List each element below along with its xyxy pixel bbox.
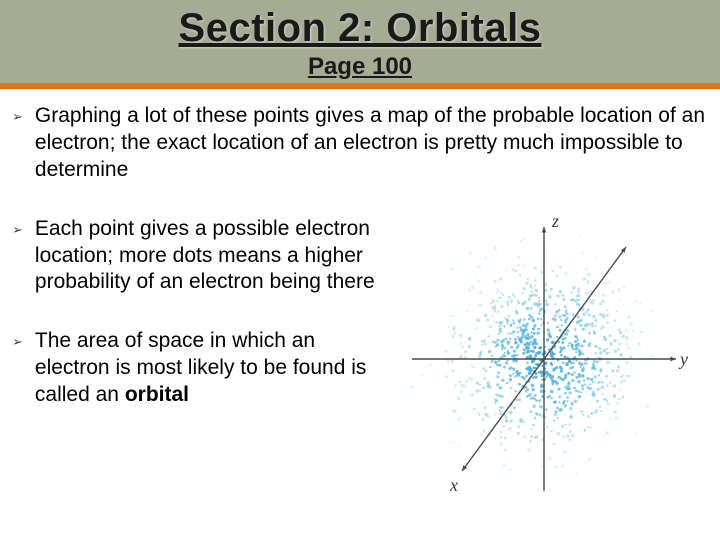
svg-text:x: x (449, 475, 458, 495)
svg-text:y: y (678, 349, 688, 369)
svg-text:z: z (551, 211, 559, 231)
bullet-item: ➢ Graphing a lot of these points gives a … (12, 103, 708, 184)
bullet-text: Graphing a lot of these points gives a m… (35, 103, 708, 184)
bullet-text: The area of space in which an electron i… (35, 328, 375, 409)
bullet-text: Each point gives a possible electron loc… (35, 216, 375, 297)
slide-subtitle: Page 100 (0, 53, 720, 81)
chevron-right-icon: ➢ (12, 334, 23, 350)
chevron-right-icon: ➢ (12, 109, 23, 125)
bullet-bold-term: orbital (125, 383, 189, 406)
slide-content: ➢ Graphing a lot of these points gives a … (0, 89, 720, 409)
orbital-probability-diagram: z y x (394, 209, 694, 509)
slide-title: Section 2: Orbitals (0, 6, 720, 51)
chevron-right-icon: ➢ (12, 222, 23, 238)
slide-header: Section 2: Orbitals Page 100 (0, 0, 720, 83)
